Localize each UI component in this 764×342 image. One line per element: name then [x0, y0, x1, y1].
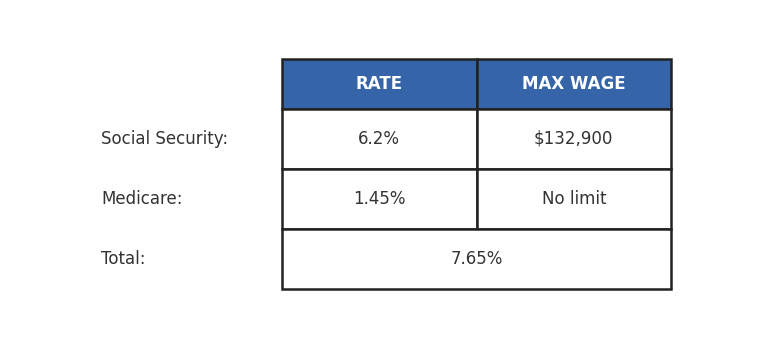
Text: Social Security:: Social Security:: [102, 130, 228, 148]
Bar: [477, 169, 671, 229]
Text: MAX WAGE: MAX WAGE: [522, 75, 626, 93]
Text: 7.65%: 7.65%: [450, 250, 503, 267]
Text: $132,900: $132,900: [534, 130, 613, 148]
Bar: [477, 60, 671, 109]
Bar: [282, 169, 477, 229]
Text: 1.45%: 1.45%: [353, 190, 406, 208]
Text: Total:: Total:: [102, 250, 146, 267]
Text: 6.2%: 6.2%: [358, 130, 400, 148]
Text: RATE: RATE: [356, 75, 403, 93]
Bar: [282, 60, 477, 109]
Bar: [282, 109, 477, 169]
Bar: [477, 109, 671, 169]
Text: No limit: No limit: [542, 190, 606, 208]
Bar: [282, 229, 671, 289]
Text: Medicare:: Medicare:: [102, 190, 183, 208]
